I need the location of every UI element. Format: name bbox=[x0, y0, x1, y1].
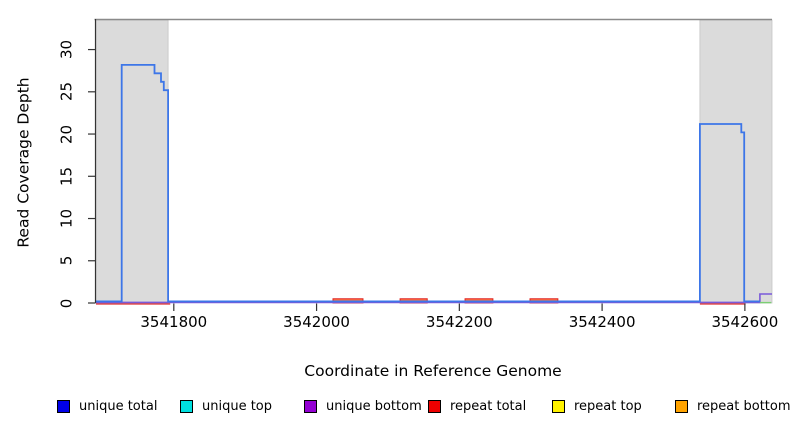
y-tick-label: 5 bbox=[57, 255, 76, 266]
y-tick-label: 10 bbox=[57, 208, 76, 229]
y-tick-label: 30 bbox=[57, 40, 76, 60]
legend-swatch-icon bbox=[552, 400, 565, 413]
legend-label: unique total bbox=[79, 399, 158, 414]
legend-label: repeat total bbox=[450, 399, 527, 414]
y-tick-label: 0 bbox=[57, 298, 76, 308]
x-tick-label: 3542400 bbox=[568, 313, 636, 331]
x-tick-label: 3542200 bbox=[425, 313, 493, 331]
legend-item-repeat-top: repeat top bbox=[552, 399, 642, 414]
y-axis-title: Read Coverage Depth bbox=[14, 77, 33, 248]
legend-label: unique bottom bbox=[326, 399, 422, 414]
shaded-region bbox=[699, 19, 773, 304]
x-tick-label: 3541800 bbox=[140, 313, 208, 331]
legend-swatch-icon bbox=[304, 400, 317, 413]
x-tick-label: 3542000 bbox=[283, 313, 350, 331]
legend-item-unique-total: unique total bbox=[57, 399, 157, 414]
legend-item-unique-bottom: unique bottom bbox=[304, 399, 422, 414]
y-tick-label: 25 bbox=[57, 82, 76, 102]
legend-label: repeat top bbox=[574, 399, 642, 414]
y-tick-label: 20 bbox=[57, 124, 76, 144]
legend-swatch-icon bbox=[675, 400, 688, 413]
shaded-region bbox=[95, 19, 169, 304]
x-tick-label: 3542600 bbox=[711, 313, 779, 331]
legend-item-repeat-total: repeat total bbox=[428, 399, 526, 414]
legend-label: unique top bbox=[202, 399, 273, 414]
y-tick-label: 15 bbox=[57, 166, 76, 186]
legend-item-repeat-bottom: repeat bottom bbox=[675, 399, 791, 414]
series-unique-bottom bbox=[96, 293, 772, 304]
legend-swatch-icon bbox=[428, 400, 441, 413]
legend-label: repeat bottom bbox=[697, 399, 791, 414]
legend-swatch-icon bbox=[57, 400, 70, 413]
series-unique-total bbox=[96, 63, 760, 303]
x-axis-title: Coordinate in Reference Genome bbox=[304, 362, 562, 380]
legend-swatch-icon bbox=[180, 400, 193, 413]
legend-item-unique-top: unique top bbox=[180, 399, 272, 414]
